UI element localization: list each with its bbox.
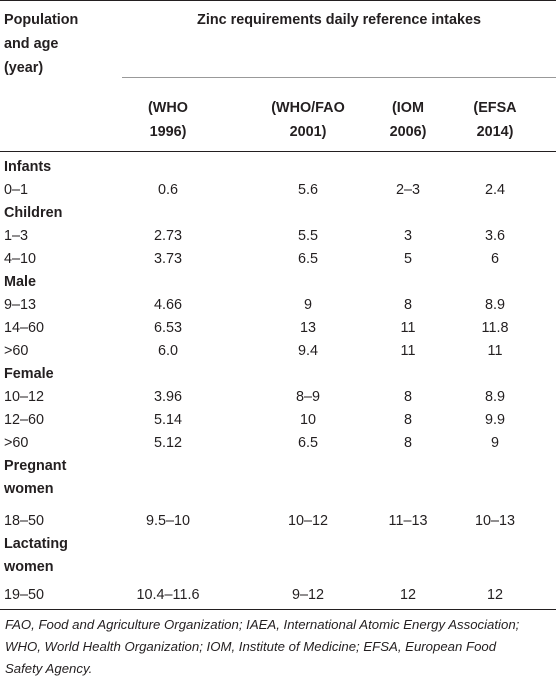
table-bottom-rule	[0, 609, 556, 610]
value-cell: 10–12	[287, 513, 329, 529]
column-header-line: 2001)	[289, 124, 327, 140]
value-cell: 9–12	[291, 587, 324, 603]
value-cell: 8–9	[295, 389, 320, 405]
age-cell: >60	[4, 435, 29, 451]
age-cell: 19–50	[4, 587, 45, 603]
value-cell: 3	[403, 228, 412, 244]
column-header-line: 1996)	[149, 124, 187, 140]
value-cell: 5.12	[153, 435, 182, 451]
value-cell: 10–13	[474, 513, 516, 529]
group-title-pregnant-women: Pregnant women	[4, 455, 66, 501]
value-cell: 9	[490, 435, 499, 451]
value-cell: 8	[403, 389, 412, 405]
age-cell: 18–50	[4, 513, 45, 529]
value-cell: 6.53	[153, 320, 182, 336]
column-header-line: (WHO/FAO	[271, 100, 345, 116]
value-cell: 8	[403, 297, 412, 313]
value-cell: 6.0	[157, 343, 178, 359]
age-cell: 9–13	[4, 297, 37, 313]
value-cell: 0.6	[157, 182, 178, 198]
value-cell: 12	[399, 587, 416, 603]
age-cell: 4–10	[4, 251, 37, 267]
value-cell: 5.14	[153, 412, 182, 428]
column-header-line: 2014)	[476, 124, 514, 140]
group-title-female: Female	[4, 366, 54, 382]
value-cell: 2.4	[484, 182, 505, 198]
group-title-line: women	[4, 559, 54, 575]
value-cell: 2.73	[153, 228, 182, 244]
group-title-lactating-women: Lactating women	[4, 533, 68, 579]
group-title-line: Lactating	[4, 536, 68, 552]
value-cell: 8	[403, 412, 412, 428]
value-cell: 3.96	[153, 389, 182, 405]
column-header-who-1996: (WHO 1996)	[98, 96, 238, 144]
corner-header-line: (year)	[4, 60, 44, 76]
corner-header-line: and age	[4, 36, 59, 52]
value-cell: 12	[486, 587, 503, 603]
column-header-iom-2006: (IOM 2006)	[378, 96, 438, 144]
column-header-line: 2006)	[389, 124, 427, 140]
span-header-rule	[122, 77, 556, 78]
age-cell: >60	[4, 343, 29, 359]
value-cell: 11	[400, 343, 416, 359]
age-cell: 1–3	[4, 228, 29, 244]
corner-header: Population and age (year)	[4, 8, 78, 80]
value-cell: 5.5	[297, 228, 318, 244]
value-cell: 11–13	[388, 513, 428, 529]
value-cell: 3.6	[484, 228, 505, 244]
value-cell: 5.6	[297, 182, 318, 198]
value-cell: 10	[299, 412, 316, 428]
age-cell: 0–1	[4, 182, 29, 198]
value-cell: 9.4	[297, 343, 318, 359]
age-cell: 12–60	[4, 412, 45, 428]
footnote-line: FAO, Food and Agriculture Organization; …	[5, 617, 520, 632]
column-header-efsa-2014: (EFSA 2014)	[440, 96, 550, 144]
value-cell: 11	[487, 343, 503, 359]
age-cell: 14–60	[4, 320, 45, 336]
table-top-rule	[0, 0, 556, 1]
group-title-line: Pregnant	[4, 458, 67, 474]
table-footnote: FAO, Food and Agriculture Organization; …	[5, 614, 553, 680]
column-header-line: (EFSA	[473, 100, 517, 116]
age-cell: 10–12	[4, 389, 45, 405]
header-bottom-rule	[0, 151, 556, 152]
value-cell: 10.4–11.6	[136, 587, 200, 603]
value-cell: 3.73	[153, 251, 182, 267]
value-cell: 8	[403, 435, 412, 451]
value-cell: 9.5–10	[145, 513, 190, 529]
value-cell: 13	[299, 320, 316, 336]
value-cell: 8.9	[484, 297, 505, 313]
value-cell: 9.9	[484, 412, 505, 428]
corner-header-line: Population	[4, 12, 79, 28]
column-header-line: (WHO	[148, 100, 188, 116]
group-title-male: Male	[4, 274, 36, 290]
column-header-who-fao-2001: (WHO/FAO 2001)	[238, 96, 378, 144]
value-cell: 6.5	[297, 251, 318, 267]
value-cell: 6.5	[297, 435, 318, 451]
value-cell: 8.9	[484, 389, 505, 405]
value-cell: 9	[303, 297, 312, 313]
column-header-line: (IOM	[392, 100, 424, 116]
value-cell: 6	[490, 251, 499, 267]
value-cell: 11.8	[481, 320, 509, 336]
footnote-line: WHO, World Health Organization; IOM, Ins…	[5, 639, 497, 654]
group-title-infants: Infants	[4, 159, 52, 175]
value-cell: 4.66	[153, 297, 182, 313]
value-cell: 2–3	[395, 182, 420, 198]
span-header: Zinc requirements daily reference intake…	[197, 12, 481, 28]
value-cell: 5	[403, 251, 412, 267]
value-cell: 11	[400, 320, 416, 336]
group-title-children: Children	[4, 205, 63, 221]
footnote-line: Safety Agency.	[5, 661, 93, 676]
group-title-line: women	[4, 481, 54, 497]
